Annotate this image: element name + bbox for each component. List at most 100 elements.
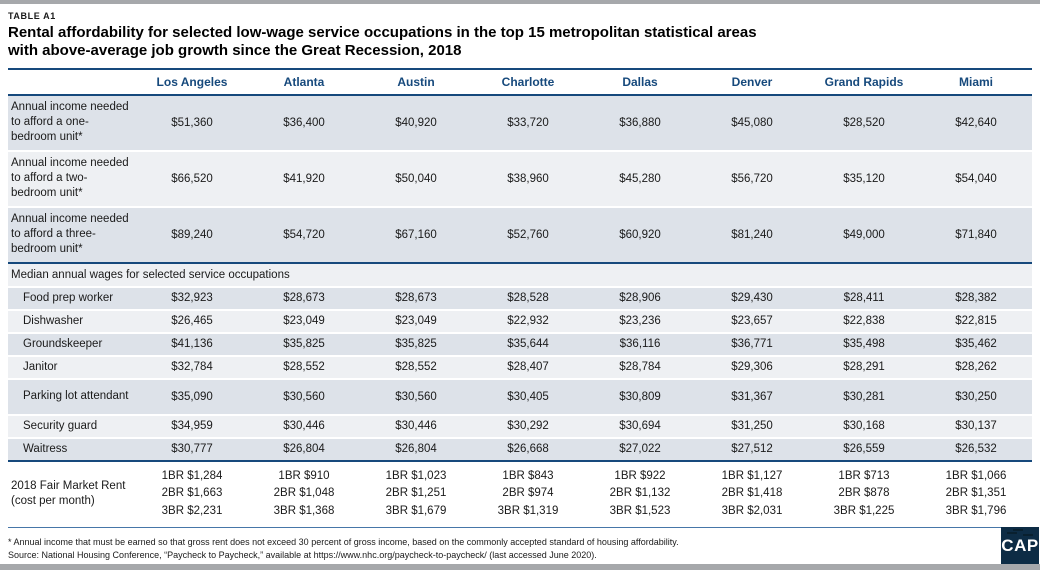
column-header-row: Los Angeles Atlanta Austin Charlotte Dal… <box>8 67 1032 96</box>
occupation-value-cell: $26,804 <box>248 437 360 462</box>
income-value-cell: $33,720 <box>472 94 584 152</box>
occupation-value-cell: $28,552 <box>360 355 472 380</box>
figure-title-line2: with above-average job growth since the … <box>8 42 462 60</box>
occupation-value-cell: $36,771 <box>696 332 808 357</box>
fair-market-rent-cell: 1BR $910 2BR $1,048 3BR $1,368 <box>248 460 360 529</box>
occupation-value-cell: $27,512 <box>696 437 808 462</box>
occupation-value-cell: $35,462 <box>920 332 1032 357</box>
occupation-label: Waitress <box>8 437 136 462</box>
occupation-value-cell: $26,532 <box>920 437 1032 462</box>
occupation-value-cell: $30,560 <box>360 378 472 416</box>
occupation-label: Security guard <box>8 414 136 439</box>
occupation-value-cell: $28,552 <box>248 355 360 380</box>
occupation-label: Groundskeeper <box>8 332 136 357</box>
income-value-cell: $66,520 <box>136 150 248 208</box>
column-header-denver: Denver <box>696 67 808 96</box>
occupation-value-cell: $30,405 <box>472 378 584 416</box>
occupation-value-cell: $28,411 <box>808 286 920 311</box>
income-value-cell: $35,120 <box>808 150 920 208</box>
column-header-los-angeles: Los Angeles <box>136 67 248 96</box>
fmr-line: 1BR $843 <box>502 469 554 482</box>
figure-title: Rental affordability for selected low-wa… <box>8 24 1032 61</box>
fmr-line: 3BR $1,523 <box>609 505 671 518</box>
income-value-cell: $36,400 <box>248 94 360 152</box>
occupation-row: Waitress $30,777 $26,804 $26,804 $26,668 $27,… <box>8 437 1032 462</box>
fmr-line: 2BR $1,418 <box>721 487 783 500</box>
occupation-value-cell: $30,446 <box>360 414 472 439</box>
fair-market-rent-cell: 1BR $1,023 2BR $1,251 3BR $1,679 <box>360 460 472 529</box>
occupation-label: Dishwasher <box>8 309 136 334</box>
fmr-line: 2BR $974 <box>502 487 554 500</box>
corner-cell <box>8 67 136 96</box>
fmr-line: 3BR $1,319 <box>497 505 559 518</box>
income-value-cell: $51,360 <box>136 94 248 152</box>
occupation-value-cell: $26,559 <box>808 437 920 462</box>
occupation-value-cell: $27,022 <box>584 437 696 462</box>
fmr-line: 3BR $1,796 <box>945 505 1007 518</box>
occupation-value-cell: $34,959 <box>136 414 248 439</box>
fmr-line: 1BR $713 <box>838 469 890 482</box>
income-row: Annual income needed to afford a one-bed… <box>8 94 1032 152</box>
column-header-dallas: Dallas <box>584 67 696 96</box>
occupation-value-cell: $41,136 <box>136 332 248 357</box>
occupation-value-cell: $30,694 <box>584 414 696 439</box>
figure-title-line1: Rental affordability for selected low-wa… <box>8 24 757 41</box>
occupation-value-cell: $28,291 <box>808 355 920 380</box>
fair-market-rent-cell: 1BR $1,284 2BR $1,663 3BR $2,231 <box>136 460 248 529</box>
occupation-label: Janitor <box>8 355 136 380</box>
occupation-value-cell: $30,292 <box>472 414 584 439</box>
occupation-value-cell: $35,498 <box>808 332 920 357</box>
income-row: Annual income needed to afford a two-bed… <box>8 150 1032 208</box>
fair-market-rent-cell: 1BR $843 2BR $974 3BR $1,319 <box>472 460 584 529</box>
fmr-line: 1BR $1,066 <box>945 469 1007 482</box>
occupation-value-cell: $23,657 <box>696 309 808 334</box>
occupation-value-cell: $26,465 <box>136 309 248 334</box>
column-header-austin: Austin <box>360 67 472 96</box>
column-header-miami: Miami <box>920 67 1032 96</box>
row-label: Annual income needed to afford a three-b… <box>8 206 136 263</box>
income-value-cell: $54,040 <box>920 150 1032 208</box>
occupation-value-cell: $28,784 <box>584 355 696 380</box>
occupation-value-cell: $35,090 <box>136 378 248 416</box>
occupation-value-cell: $31,367 <box>696 378 808 416</box>
fmr-line: 1BR $1,127 <box>721 469 783 482</box>
occupation-value-cell: $28,262 <box>920 355 1032 380</box>
fmr-line: 3BR $1,368 <box>273 505 335 518</box>
cap-logo-text: CAP <box>1001 535 1039 555</box>
cap-logo: CAP <box>1001 527 1039 564</box>
occupation-value-cell: $23,236 <box>584 309 696 334</box>
income-value-cell: $45,080 <box>696 94 808 152</box>
fmr-line: 2BR $878 <box>838 487 890 500</box>
occupation-value-cell: $30,281 <box>808 378 920 416</box>
income-value-cell: $71,840 <box>920 206 1032 263</box>
occupation-value-cell: $22,815 <box>920 309 1032 334</box>
column-header-charlotte: Charlotte <box>472 67 584 96</box>
income-value-cell: $42,640 <box>920 94 1032 152</box>
section-header-row: Median annual wages for selected service… <box>8 261 1032 288</box>
income-value-cell: $60,920 <box>584 206 696 263</box>
occupation-row: Security guard $34,959 $30,446 $30,446 $30,2… <box>8 414 1032 439</box>
fair-market-rent-cell: 1BR $1,127 2BR $1,418 3BR $2,031 <box>696 460 808 529</box>
occupation-value-cell: $30,560 <box>248 378 360 416</box>
income-value-cell: $41,920 <box>248 150 360 208</box>
occupation-value-cell: $35,825 <box>360 332 472 357</box>
income-value-cell: $49,000 <box>808 206 920 263</box>
fmr-line: 2BR $1,132 <box>609 487 671 500</box>
occupation-value-cell: $30,137 <box>920 414 1032 439</box>
occupation-value-cell: $30,168 <box>808 414 920 439</box>
fmr-line: 2BR $1,663 <box>161 487 223 500</box>
income-value-cell: $81,240 <box>696 206 808 263</box>
income-value-cell: $52,760 <box>472 206 584 263</box>
section-header-label: Median annual wages for selected service… <box>8 261 1032 288</box>
occupation-value-cell: $35,644 <box>472 332 584 357</box>
occupation-value-cell: $22,838 <box>808 309 920 334</box>
occupation-value-cell: $28,528 <box>472 286 584 311</box>
occupation-value-cell: $28,382 <box>920 286 1032 311</box>
fair-market-rent-label: 2018 Fair Market Rent (cost per month) <box>8 460 136 529</box>
occupation-value-cell: $30,446 <box>248 414 360 439</box>
income-value-cell: $54,720 <box>248 206 360 263</box>
table-body: Annual income needed to afford a one-bed… <box>8 94 1032 529</box>
fmr-line: 2BR $1,251 <box>385 487 447 500</box>
income-value-cell: $45,280 <box>584 150 696 208</box>
fmr-line: 2BR $1,351 <box>945 487 1007 500</box>
